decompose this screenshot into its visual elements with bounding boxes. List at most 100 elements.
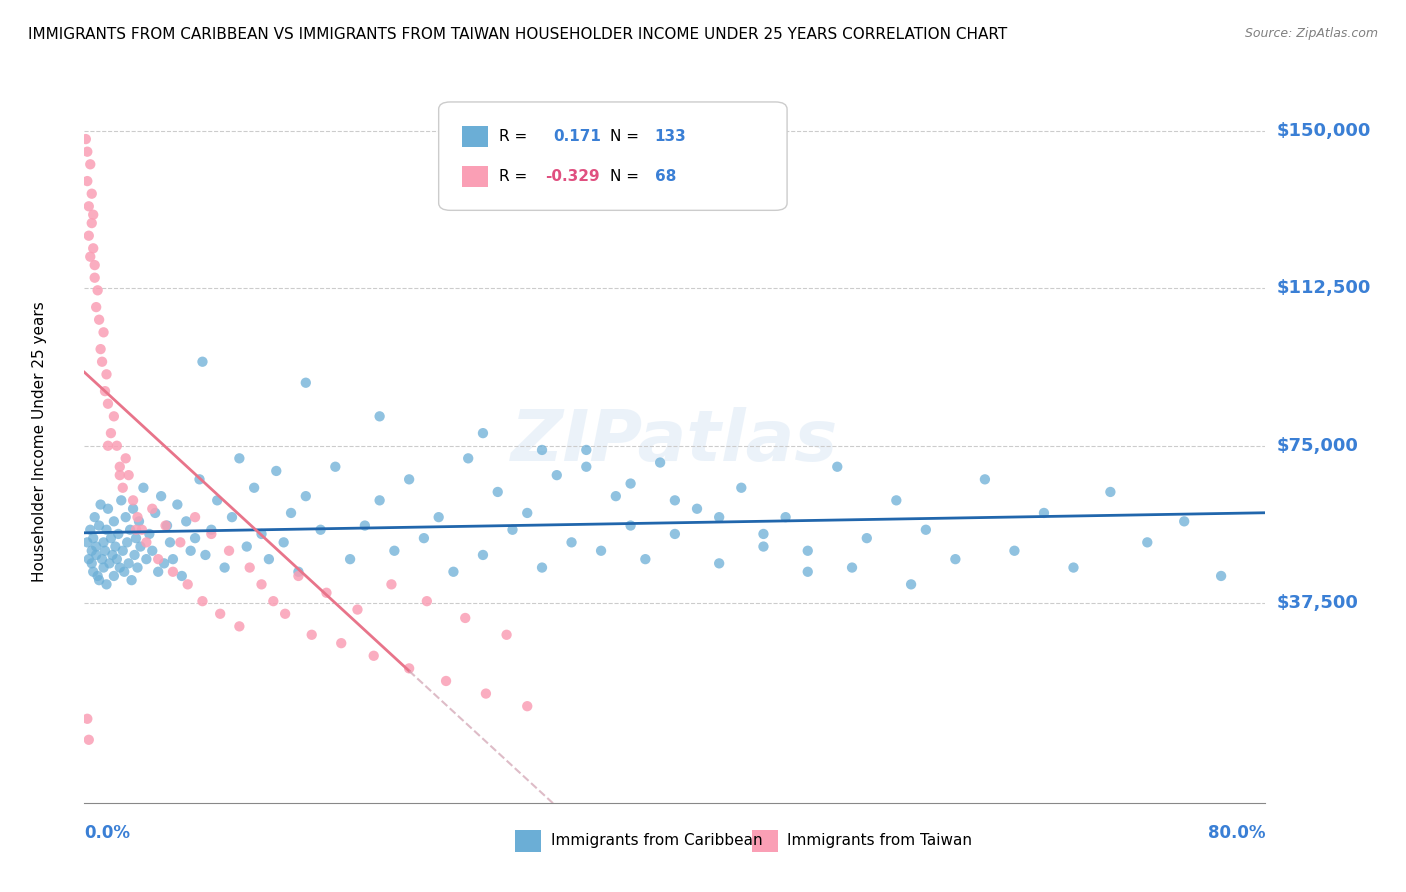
Point — [121, 573, 143, 587]
Text: $37,500: $37,500 — [1277, 594, 1358, 612]
Point — [531, 560, 554, 574]
Point — [94, 543, 117, 558]
Point — [87, 573, 111, 587]
Point — [107, 527, 129, 541]
FancyBboxPatch shape — [463, 126, 488, 147]
Point — [274, 607, 297, 621]
Point — [775, 510, 797, 524]
Point — [115, 535, 138, 549]
Point — [174, 514, 197, 528]
Point — [87, 312, 111, 326]
Point — [262, 594, 284, 608]
Point — [77, 552, 100, 566]
Point — [103, 569, 125, 583]
Point — [207, 493, 229, 508]
Point — [605, 489, 627, 503]
Point — [82, 241, 104, 255]
Point — [730, 481, 752, 495]
Point — [1136, 535, 1159, 549]
Point — [120, 523, 142, 537]
Point — [516, 506, 538, 520]
Point — [664, 527, 686, 541]
Point — [80, 557, 103, 571]
Point — [125, 523, 148, 537]
Point — [150, 489, 173, 503]
Point — [128, 514, 150, 528]
Point — [77, 228, 100, 243]
Point — [93, 326, 115, 340]
Point — [111, 543, 134, 558]
Point — [280, 506, 302, 520]
Point — [103, 514, 125, 528]
Point — [110, 493, 132, 508]
Text: R =: R = — [499, 129, 527, 145]
FancyBboxPatch shape — [463, 166, 488, 187]
Point — [90, 498, 112, 512]
Point — [797, 565, 820, 579]
Point — [148, 552, 170, 566]
Point — [209, 607, 232, 621]
Text: Immigrants from Taiwan: Immigrants from Taiwan — [787, 833, 972, 848]
Point — [97, 397, 120, 411]
Point — [96, 523, 118, 537]
Point — [516, 699, 538, 714]
Point — [166, 498, 188, 512]
Text: 80.0%: 80.0% — [1208, 824, 1265, 842]
Point — [709, 557, 731, 571]
Text: $150,000: $150,000 — [1277, 121, 1371, 140]
Point — [945, 552, 967, 566]
Point — [86, 569, 108, 583]
Point — [77, 199, 100, 213]
Point — [330, 636, 353, 650]
Point — [228, 619, 250, 633]
Point — [84, 540, 107, 554]
Point — [94, 384, 117, 398]
Point — [620, 476, 643, 491]
Point — [80, 543, 103, 558]
Point — [591, 543, 613, 558]
Point — [575, 442, 598, 457]
FancyBboxPatch shape — [439, 102, 787, 211]
Text: ZIPatlas: ZIPatlas — [512, 407, 838, 476]
Point — [380, 577, 402, 591]
Point — [112, 565, 135, 579]
Point — [76, 535, 98, 549]
Text: N =: N = — [610, 169, 638, 184]
Point — [169, 535, 191, 549]
Point — [82, 565, 104, 579]
Point — [620, 518, 643, 533]
Point — [382, 543, 406, 558]
Point — [100, 531, 122, 545]
Point — [79, 523, 101, 537]
Point — [841, 560, 863, 574]
Point — [228, 451, 250, 466]
Point — [91, 355, 114, 369]
Text: $75,000: $75,000 — [1277, 437, 1358, 455]
Point — [454, 611, 477, 625]
Point — [76, 174, 98, 188]
Point — [200, 523, 222, 537]
Point — [346, 602, 368, 616]
Point — [915, 523, 938, 537]
Point — [546, 468, 568, 483]
Point — [125, 531, 148, 545]
Point — [124, 548, 146, 562]
Point — [188, 472, 211, 486]
Point — [531, 442, 554, 457]
Point — [114, 451, 136, 466]
Point — [797, 543, 820, 558]
Point — [170, 569, 193, 583]
Point — [368, 409, 391, 424]
Point — [309, 523, 332, 537]
Point — [76, 145, 98, 159]
Point — [96, 368, 118, 382]
Point — [191, 355, 214, 369]
Point — [295, 489, 318, 503]
Point — [96, 577, 118, 591]
Point — [273, 535, 295, 549]
Point — [501, 523, 523, 537]
Point — [156, 518, 179, 533]
Point — [127, 560, 149, 574]
Point — [221, 510, 243, 524]
Point — [472, 548, 495, 562]
